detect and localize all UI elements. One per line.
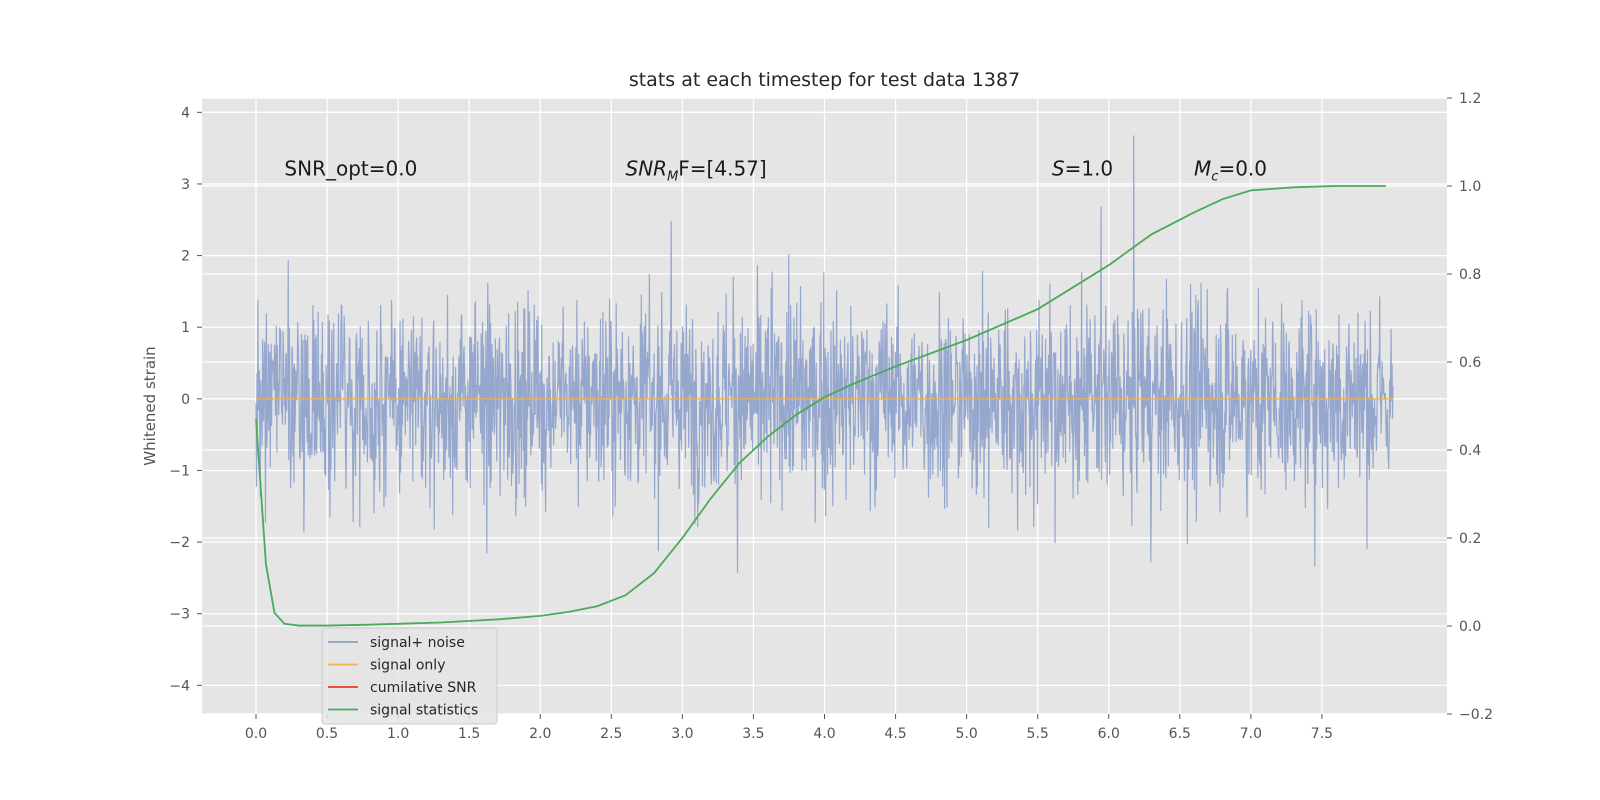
legend-box	[321, 627, 498, 725]
y-tick-label: 3	[181, 177, 190, 193]
y-axis-right: −0.2 0.0 0.2 0.4 0.6 0.8 1.0 1.2	[1447, 91, 1493, 723]
x-tick-label: 4.5	[884, 726, 906, 742]
annotation-2: S=1.0	[1052, 156, 1113, 180]
x-tick-label: 5.5	[1027, 726, 1049, 742]
y-tick-label: −4	[169, 678, 190, 694]
y2-tick-label: 0.6	[1459, 355, 1481, 371]
x-tick-label: 6.5	[1169, 726, 1191, 742]
y2-tick-label: −0.2	[1459, 707, 1493, 723]
y-tick-label: −3	[169, 607, 190, 623]
series-signal-plus-noise	[255, 135, 1394, 573]
x-tick-label: 0.5	[316, 726, 338, 742]
legend: signal+ noise signal only cumilative SNR si…	[321, 627, 498, 725]
x-tick-label: 2.0	[529, 726, 551, 742]
annotation-3-main: M	[1194, 156, 1211, 180]
annotation-3: Mc=0.0	[1194, 156, 1267, 184]
chart-title: stats at each timestep for test data 138…	[629, 69, 1020, 91]
legend-entry-label: cumilative SNR	[370, 680, 477, 696]
y-tick-label: 0	[181, 392, 190, 408]
x-tick-label: 1.5	[458, 726, 480, 742]
annotation-2-main: S	[1052, 156, 1065, 180]
y2-tick-label: 1.2	[1459, 91, 1481, 107]
x-tick-label: 2.5	[600, 726, 622, 742]
annotation-1-tail: F=[4.57]	[678, 156, 766, 180]
y-tick-label: −2	[169, 535, 190, 551]
y2-tick-label: 0.4	[1459, 443, 1481, 459]
x-tick-label: 5.0	[955, 726, 977, 742]
y2-tick-label: 0.2	[1459, 531, 1481, 547]
y-axis-left: −4 −3 −2 −1 0 1 2 3 4	[169, 105, 202, 694]
annotation-0-main: SNR_opt=0.0	[284, 156, 417, 180]
x-tick-label: 7.0	[1240, 726, 1262, 742]
y2-tick-label: 0.0	[1459, 619, 1481, 635]
y-axis-label: Whitened strain	[141, 346, 159, 465]
annotation-0: SNR_opt=0.0	[284, 156, 417, 180]
y2-tick-label: 0.8	[1459, 267, 1481, 283]
x-tick-label: 4.0	[813, 726, 835, 742]
annotation-1-main: SNR	[626, 156, 668, 180]
legend-entry-label: signal only	[370, 658, 445, 674]
y2-tick-label: 1.0	[1459, 179, 1481, 195]
x-tick-label: 1.0	[387, 726, 409, 742]
annotation-2-tail: =1.0	[1065, 156, 1114, 180]
legend-entry-label: signal statistics	[370, 703, 478, 719]
y-tick-label: 4	[181, 105, 190, 121]
noise-series-layer	[255, 135, 1394, 573]
y-tick-label: 1	[181, 320, 190, 336]
series-signal-statistics	[255, 185, 1386, 627]
annotation-3-sub: c	[1211, 169, 1218, 184]
line-series-layer	[255, 185, 1393, 627]
annotation-1-sub: M	[667, 169, 678, 184]
x-tick-label: 6.0	[1098, 726, 1120, 742]
y-tick-label: −1	[169, 463, 190, 479]
x-tick-label: 3.0	[671, 726, 693, 742]
y-tick-label: 2	[181, 249, 190, 265]
annotation-layer: SNR_opt=0.0 SNRMF=[4.57] S=1.0 Mc=0.0	[284, 156, 1267, 184]
x-tick-label: 7.5	[1311, 726, 1333, 742]
x-axis: 0.0 0.5 1.0 1.5 2.0 2.5 3.0 3.5 4.0 4.5 5.0 5.5 6.0 6…	[245, 714, 1333, 742]
annotation-3-tail: =0.0	[1218, 156, 1267, 180]
x-tick-label: 0.0	[245, 726, 267, 742]
x-tick-label: 3.5	[742, 726, 764, 742]
annotation-1: SNRMF=[4.57]	[626, 156, 767, 184]
legend-entry-label: signal+ noise	[370, 635, 465, 651]
